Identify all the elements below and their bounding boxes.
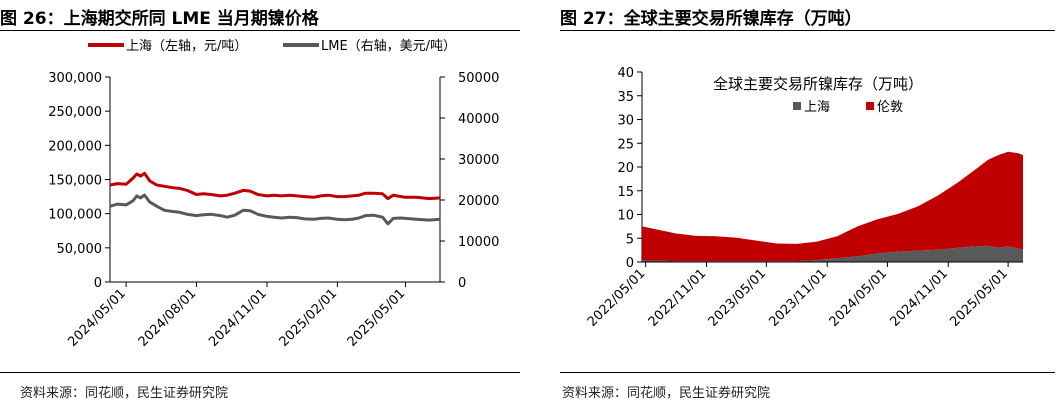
legend-label: 上海（左轴，元/吨） xyxy=(126,39,247,54)
legend-swatch xyxy=(866,102,874,110)
legend: 上海（左轴，元/吨） LME（右轴，美元/吨） xyxy=(88,39,456,54)
legend-swatch xyxy=(793,102,801,110)
y-tick-label: 40 xyxy=(617,66,634,81)
source-note: 资料来源：同花顺，民生证券研究院 xyxy=(20,386,229,401)
y-right-tick-label: 0 xyxy=(458,276,466,291)
y-right-tick-label: 10000 xyxy=(458,235,499,250)
nickel-price-line-chart: 上海（左轴，元/吨） LME（右轴，美元/吨） 0 50,000 100,000 150,… xyxy=(48,39,499,350)
x-tick-label: 2025/05/01 xyxy=(947,266,1011,330)
y-right-tick-label: 50000 xyxy=(458,71,499,86)
figure-title: 图 27：全球主要交易所镍库存（万吨） xyxy=(560,9,862,29)
y-right-tick-label: 40000 xyxy=(458,112,499,127)
y-tick-label: 35 xyxy=(617,90,634,105)
source-note: 资料来源：同花顺，民生证券研究院 xyxy=(562,386,771,401)
y-left-tick-label: 250,000 xyxy=(48,105,102,120)
nickel-inventory-area-chart: 05101520253035402022/05/012022/11/012023… xyxy=(585,66,1023,330)
x-tick-label: 2025/05/01 xyxy=(345,286,409,350)
chart-title: 全球主要交易所镍库存（万吨） xyxy=(713,75,923,93)
x-tick-label: 2024/08/01 xyxy=(136,286,200,350)
y-tick-label: 30 xyxy=(617,114,634,129)
y-tick-label: 10 xyxy=(617,209,634,224)
bottom-rule xyxy=(0,372,520,373)
figure-27-panel: 图 27：全球主要交易所镍库存（万吨） 0 5 10 15 20 25 30 35 40 2022… xyxy=(550,0,1061,410)
x-tick-label: 2024/05/01 xyxy=(65,286,129,350)
legend-label: LME（右轴，美元/吨） xyxy=(321,39,456,54)
legend-label: 上海 xyxy=(804,100,830,115)
y-left-tick-label: 200,000 xyxy=(48,139,102,154)
legend-label: 伦敦 xyxy=(877,99,903,115)
series-line-shanghai xyxy=(109,171,441,201)
y-right-tick-label: 30000 xyxy=(458,153,499,168)
y-right-tick-label: 20000 xyxy=(458,194,499,209)
y-tick-label: 0 xyxy=(626,256,634,271)
bottom-rule xyxy=(560,372,1055,373)
y-left-tick-label: 300,000 xyxy=(48,71,102,86)
series-line-lme xyxy=(109,193,441,226)
y-left-tick-label: 150,000 xyxy=(48,174,102,189)
top-rule xyxy=(560,30,1055,31)
y-tick-label: 25 xyxy=(617,137,634,152)
x-tick-label: 2022/11/01 xyxy=(646,266,710,330)
x-tick-label: 2024/11/01 xyxy=(887,266,951,330)
top-rule xyxy=(0,30,520,31)
x-tick-label: 2023/05/01 xyxy=(706,266,770,330)
x-tick-label: 2024/05/01 xyxy=(827,266,891,330)
area-shanghai xyxy=(642,245,1023,262)
x-tick-label: 2023/11/01 xyxy=(766,266,830,330)
area-london xyxy=(642,151,1023,262)
y-left-tick-label: 100,000 xyxy=(48,208,102,223)
figure-title: 图 26：上海期交所同 LME 当月期镍价格 xyxy=(0,9,319,29)
legend: 上海 伦敦 xyxy=(793,99,903,115)
y-tick-label: 20 xyxy=(617,161,634,176)
y-left-tick-label: 50,000 xyxy=(57,242,103,257)
figure-26-panel: 图 26：上海期交所同 LME 当月期镍价格 上海（左轴，元/吨） LME（右轴，… xyxy=(0,0,530,410)
x-tick-label: 2025/02/01 xyxy=(277,286,341,350)
x-tick-label: 2022/05/01 xyxy=(585,266,649,330)
y-left-tick-label: 0 xyxy=(94,276,102,291)
y-tick-label: 5 xyxy=(626,232,634,247)
y-tick-label: 15 xyxy=(617,185,634,200)
x-tick-label: 2024/11/01 xyxy=(206,286,270,350)
